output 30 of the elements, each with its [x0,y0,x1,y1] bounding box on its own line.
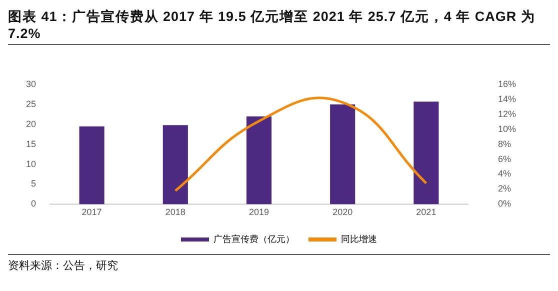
y2-tick-label: 14% [498,94,516,104]
bar [79,126,104,204]
y2-tick-label: 16% [498,78,516,89]
y-tick-label: 5 [30,178,36,189]
text: 资料来源：公告，研究 [8,258,119,273]
y-tick-label: 25 [26,98,36,109]
y-tick-label: 0 [30,198,36,209]
y2-tick-label: 2% [498,184,511,194]
y2-tick-label: 10% [498,124,516,134]
x-tick-label: 2017 [82,207,102,218]
y2-tick-label: 6% [498,154,511,164]
x-tick-label: 2020 [332,207,353,218]
bar [330,104,356,204]
legend-label: 同比增速 [341,234,377,244]
x-tick-label: 2019 [248,207,270,218]
x-tick-label: 2021 [416,207,436,218]
bar [414,102,439,204]
y2-tick-label: 4% [498,168,511,179]
y-tick-label: 30 [26,78,36,89]
chart-title: 图表 41：广告宣传费从 2017 年 19.5 亿元增至 2021 年 25.7 亿元，4 年 CAGR 为 7.2% [8,8,550,45]
y-tick-label: 10 [26,158,36,169]
y-tick-label: 15 [26,138,36,149]
y2-tick-label: 0% [498,198,511,209]
y2-tick-label: 12% [498,108,516,119]
y-tick-label: 20 [26,118,36,129]
legend-label: 广告宣传费（亿元） [214,234,294,244]
y2-tick-label: 8% [498,138,511,149]
bar [162,125,188,204]
bar [246,116,272,204]
x-tick-label: 2018 [165,207,186,218]
